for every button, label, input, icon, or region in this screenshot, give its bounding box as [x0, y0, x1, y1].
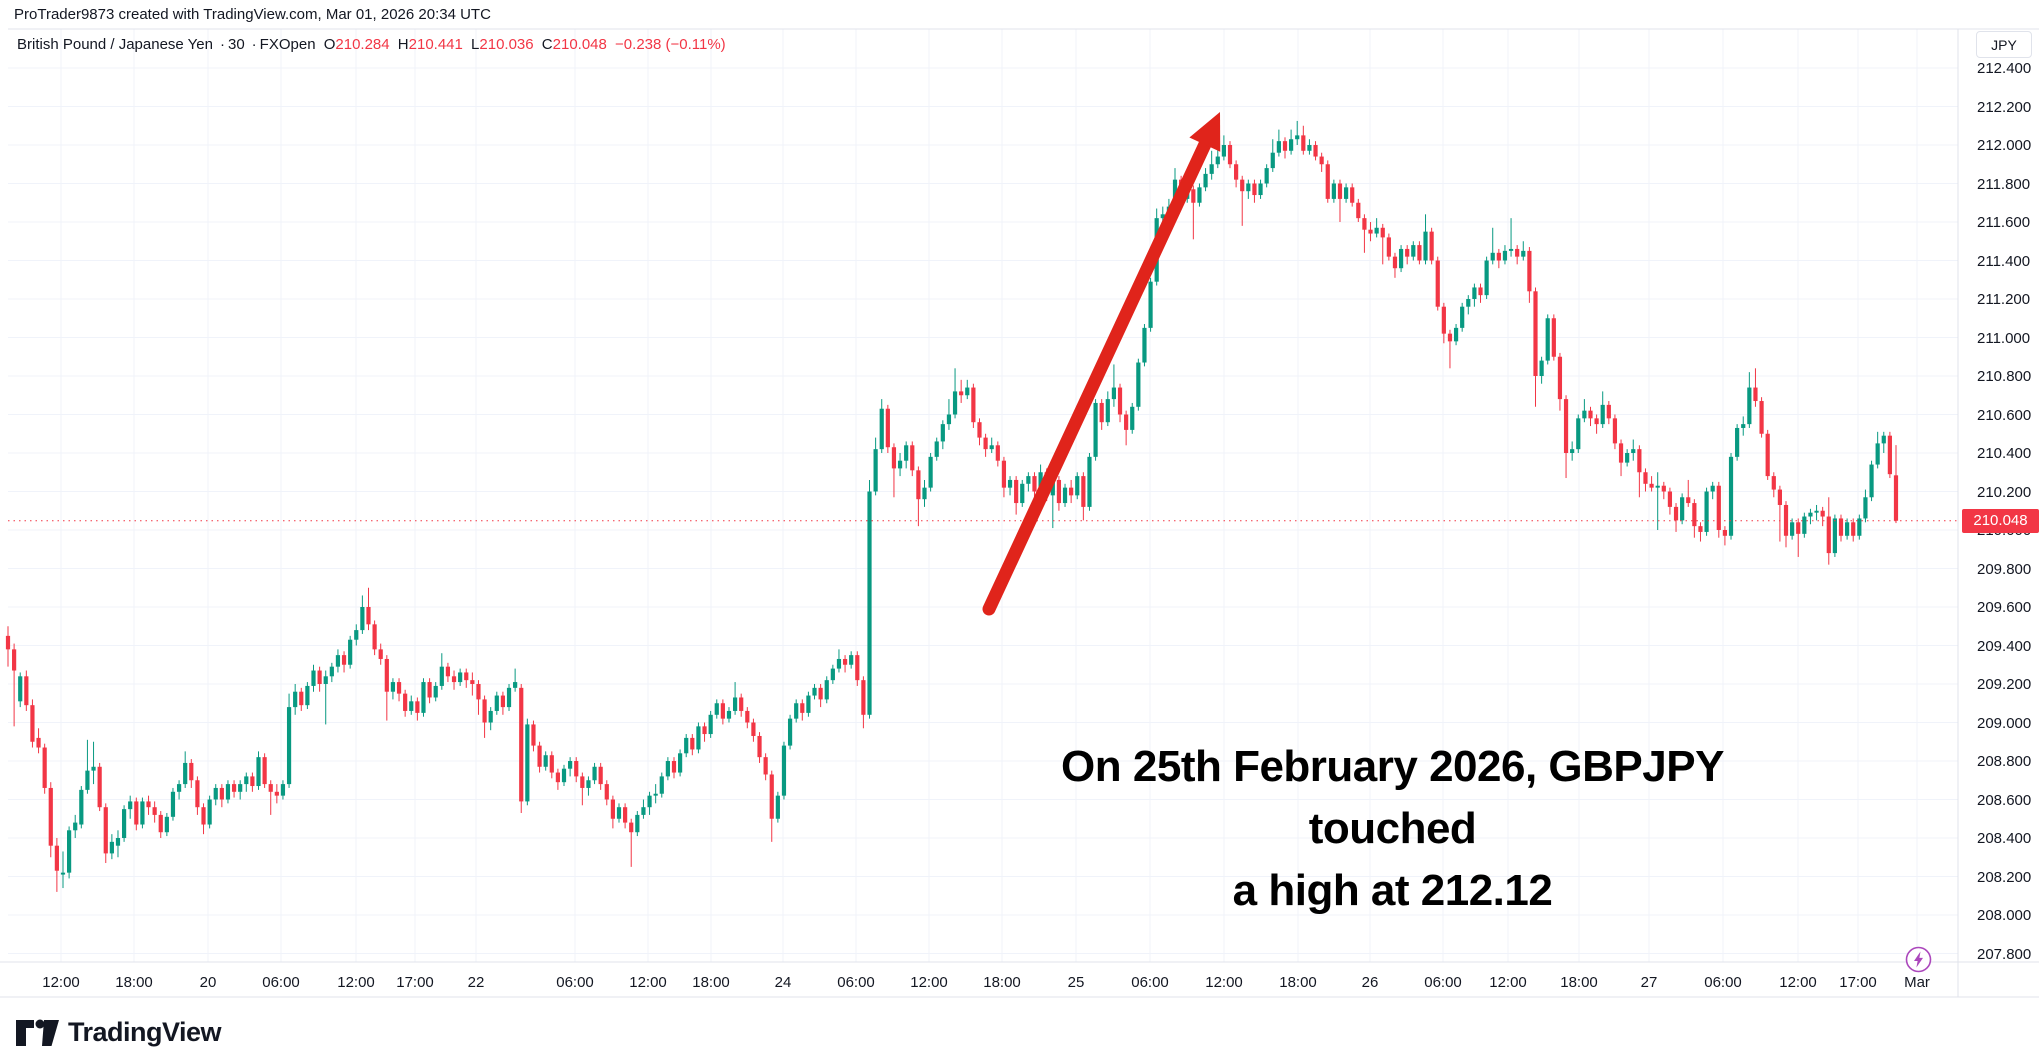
tradingview-logo-icon: [16, 1019, 59, 1046]
lightning-icon: [1914, 951, 1923, 968]
price-axis[interactable]: [1958, 29, 2039, 962]
last-price-badge: 210.048: [1962, 508, 2039, 533]
tradingview-logo-text: TradingView: [68, 1016, 222, 1047]
open-label: O: [323, 36, 336, 53]
exchange-label: FXOpen: [259, 36, 316, 53]
attribution-text: ProTrader9873 created with TradingView.c…: [14, 6, 491, 23]
interval-label: 30: [227, 36, 245, 53]
low-label: L: [471, 36, 480, 53]
annotation-line-1: On 25th February 2026, GBPJPY touched: [1061, 742, 1724, 853]
legend-separator: ·: [251, 36, 257, 53]
low-value: 210.036: [479, 36, 534, 53]
time-axis[interactable]: [0, 962, 1958, 997]
close-label: C: [541, 36, 553, 53]
chart-text-annotation[interactable]: On 25th February 2026, GBPJPY touched a …: [985, 736, 1800, 922]
open-value: 210.284: [335, 36, 390, 53]
boost-button[interactable]: [1905, 946, 1932, 973]
change-value: −0.238 (−0.11%): [615, 36, 726, 53]
tradingview-logo[interactable]: TradingView: [14, 1012, 222, 1052]
high-label: H: [397, 36, 409, 53]
legend-separator: ·: [219, 36, 225, 53]
high-value: 210.441: [408, 36, 463, 53]
symbol-name: British Pound / Japanese Yen: [17, 36, 213, 53]
axis-currency-button[interactable]: JPY: [1976, 31, 2032, 58]
symbol-legend[interactable]: British Pound / Japanese Yen · 30 · FXOpen O…: [17, 36, 730, 53]
annotation-line-2: a high at 212.12: [1232, 866, 1553, 915]
close-value: 210.048: [552, 36, 607, 53]
